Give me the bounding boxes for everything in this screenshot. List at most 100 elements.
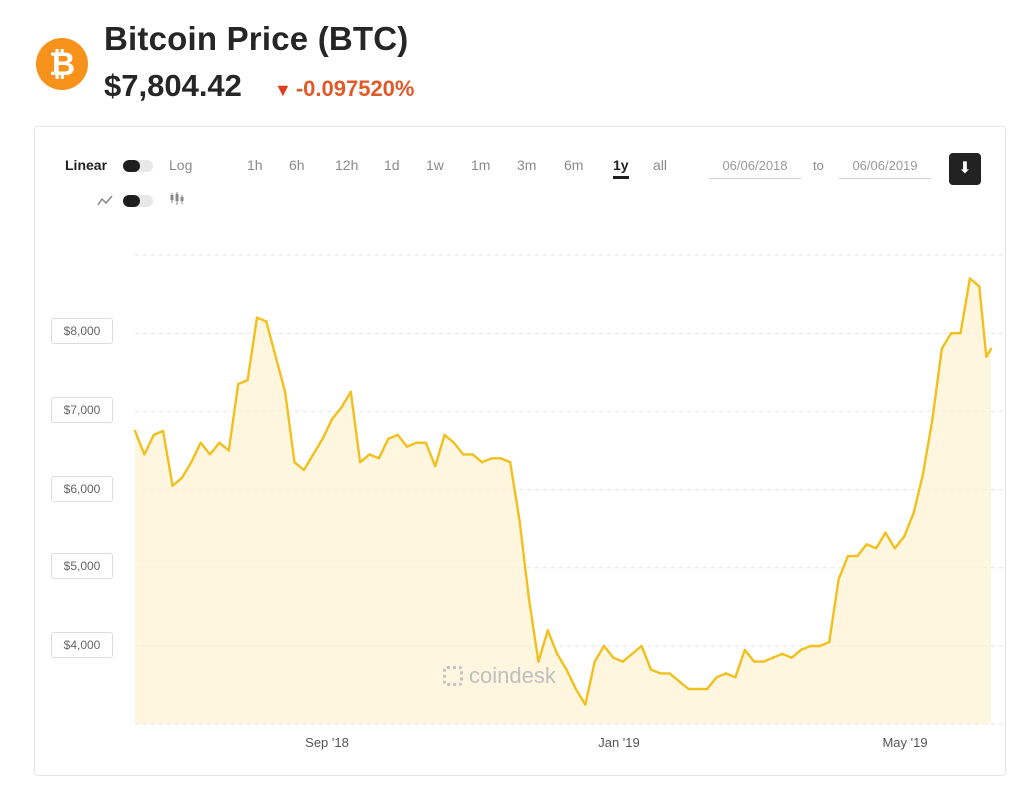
price-point — [978, 285, 981, 288]
scale-toggle[interactable] — [123, 160, 153, 172]
price-point — [715, 676, 718, 679]
price-point — [940, 347, 943, 350]
price-point — [199, 441, 202, 444]
y-tick-label: $4,000 — [51, 632, 113, 658]
range-6m[interactable]: 6m — [564, 157, 584, 173]
price-point — [133, 429, 137, 433]
price-point — [903, 535, 906, 538]
price-point — [330, 418, 334, 421]
price-point — [602, 644, 606, 648]
range-all[interactable]: all — [653, 157, 668, 173]
price-point — [762, 660, 765, 663]
scale-toggle-knob — [123, 160, 140, 172]
price-point — [931, 418, 934, 421]
range-1y[interactable]: 1y — [613, 157, 629, 179]
range-12h[interactable]: 12h — [335, 157, 359, 173]
price-point — [555, 652, 559, 655]
price-point — [584, 703, 587, 706]
price-point — [668, 672, 671, 675]
price-point — [387, 437, 390, 440]
price-point — [687, 687, 690, 691]
date-from-input[interactable] — [709, 153, 801, 179]
price-point — [696, 687, 699, 691]
price-point — [368, 453, 371, 456]
price-point — [734, 676, 737, 679]
chart-type-toggle[interactable] — [123, 195, 153, 207]
current-price: $7,804.42 — [104, 68, 242, 103]
range-1d[interactable]: 1d — [384, 157, 400, 173]
price-point — [565, 668, 568, 671]
price-point — [237, 382, 240, 386]
price-point — [490, 457, 493, 460]
price-point — [893, 547, 896, 550]
price-point — [340, 406, 343, 409]
range-1h[interactable]: 1h — [247, 157, 263, 173]
price-point — [274, 355, 277, 358]
date-to-input[interactable] — [839, 153, 931, 179]
price-point — [537, 660, 540, 663]
price-point — [884, 531, 887, 534]
price-point — [828, 640, 831, 644]
price-point — [208, 453, 212, 456]
page-title: Bitcoin Price (BTC) — [104, 20, 409, 57]
price-point — [781, 652, 784, 655]
price-point — [912, 511, 915, 515]
price-point — [659, 672, 662, 675]
price-point — [443, 433, 446, 437]
price-point — [180, 476, 184, 480]
download-icon: ⬇ — [958, 160, 972, 177]
range-1m[interactable]: 1m — [471, 157, 491, 173]
price-point — [921, 472, 925, 476]
download-button[interactable]: ⬇ — [949, 153, 981, 185]
price-point — [677, 680, 681, 683]
chart-card: Linear Log 1h 6h 12h 1d 1w 1m 3m 6m 1y a… — [34, 126, 1006, 776]
price-point — [856, 554, 859, 558]
price-point — [985, 355, 988, 358]
price-point — [649, 668, 653, 671]
coindesk-logo-icon — [443, 666, 463, 686]
scale-linear-label[interactable]: Linear — [65, 157, 108, 173]
range-3m[interactable]: 3m — [517, 157, 537, 173]
price-point — [621, 660, 624, 663]
line-chart-icon[interactable] — [97, 195, 113, 207]
price-point — [809, 644, 812, 648]
price-point — [527, 597, 531, 601]
price-point — [612, 656, 615, 659]
price-point — [518, 519, 521, 523]
price-point — [593, 660, 596, 663]
price-point — [818, 644, 821, 648]
price-point — [152, 433, 155, 437]
price-point — [218, 441, 221, 444]
price-point — [396, 433, 399, 437]
date-to-label: to — [813, 158, 824, 173]
price-point — [989, 347, 993, 350]
price-point — [302, 468, 306, 472]
price-point — [293, 461, 296, 464]
price-point — [743, 648, 746, 652]
price-point — [434, 464, 437, 468]
price-point — [424, 441, 427, 444]
y-tick-label: $8,000 — [51, 318, 113, 344]
down-arrow-icon: ▼ — [274, 80, 292, 100]
y-tick-label: $6,000 — [51, 476, 113, 502]
price-point — [874, 547, 878, 550]
price-point — [640, 644, 643, 648]
price-point — [790, 656, 793, 659]
y-tick-label: $7,000 — [51, 397, 113, 423]
range-6h[interactable]: 6h — [289, 157, 305, 173]
price-point — [480, 461, 484, 464]
price-point — [312, 453, 315, 456]
price-point — [405, 445, 409, 448]
bitcoin-icon: ₿ — [36, 38, 88, 90]
price-point — [321, 437, 324, 440]
price-point — [190, 461, 193, 464]
price-point — [255, 316, 259, 319]
scale-log-label[interactable]: Log — [169, 157, 193, 173]
candlestick-icon[interactable] — [169, 191, 185, 207]
price-point — [706, 687, 709, 691]
coindesk-watermark: coindesk — [443, 663, 556, 689]
price-point — [968, 277, 972, 280]
watermark-text: coindesk — [469, 663, 556, 688]
y-tick-label: $5,000 — [51, 553, 113, 579]
range-1w[interactable]: 1w — [426, 157, 444, 173]
